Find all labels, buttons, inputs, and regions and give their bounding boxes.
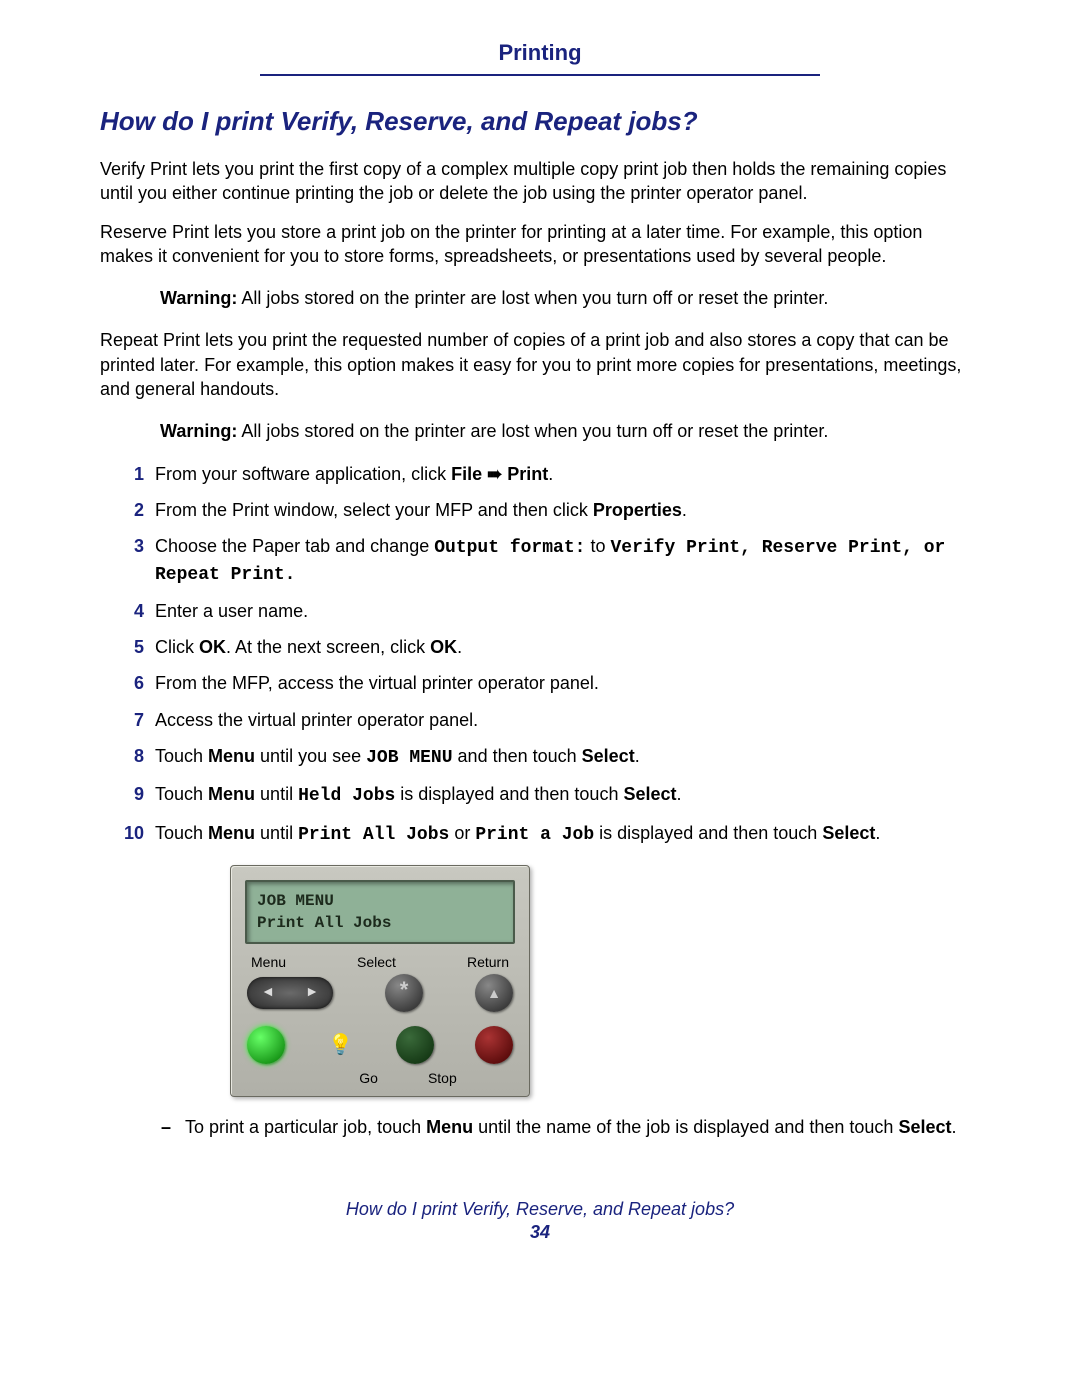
paragraph-repeat: Repeat Print lets you print the requeste… [100, 328, 980, 401]
page-footer: How do I print Verify, Reserve, and Repe… [100, 1199, 980, 1243]
text: until [255, 823, 298, 843]
panel-top-buttons [247, 974, 513, 1012]
step-5: Click OK. At the next screen, click OK. [100, 635, 980, 659]
text: Choose the Paper tab and change [155, 536, 434, 556]
bold: OK [199, 637, 226, 657]
warning-text: All jobs stored on the printer are lost … [241, 288, 828, 308]
lcd-line-2: Print All Jobs [257, 912, 503, 934]
text: From the Print window, select your MFP a… [155, 500, 593, 520]
step-3: Choose the Paper tab and change Output f… [100, 534, 980, 587]
mono: Output format: [434, 538, 585, 558]
label-menu: Menu [251, 954, 286, 970]
select-button [385, 974, 423, 1012]
text: until the name of the job is displayed a… [473, 1117, 898, 1137]
document-page: Printing How do I print Verify, Reserve,… [0, 0, 1080, 1273]
text: is displayed and then touch [594, 823, 822, 843]
bold: Select [582, 746, 635, 766]
menu-rocker-button [247, 977, 333, 1009]
label-select: Select [357, 954, 396, 970]
footer-page-number: 34 [100, 1222, 980, 1243]
text: . [951, 1117, 956, 1137]
section-title: How do I print Verify, Reserve, and Repe… [100, 106, 980, 137]
text: is displayed and then touch [395, 784, 623, 804]
step-7: Access the virtual printer operator pane… [100, 708, 980, 732]
text: and then touch [453, 746, 582, 766]
mono: Held Jobs [298, 786, 395, 806]
warning-2: Warning: All jobs stored on the printer … [160, 419, 980, 443]
mono: JOB MENU [366, 748, 452, 768]
text: To print a particular job, touch [185, 1117, 426, 1137]
text: Click [155, 637, 199, 657]
bold: Select [822, 823, 875, 843]
panel-bottom-buttons: 💡 [247, 1026, 513, 1064]
header-category: Printing [100, 40, 980, 74]
text: . [677, 784, 682, 804]
text: . [457, 637, 462, 657]
printer-panel-figure: JOB MENU Print All Jobs Menu Select Retu… [230, 865, 980, 1097]
bold: Menu [208, 823, 255, 843]
warning-text: All jobs stored on the printer are lost … [241, 421, 828, 441]
mono: Print a Job [475, 825, 594, 845]
lcd-line-1: JOB MENU [257, 890, 503, 912]
text: until you see [255, 746, 366, 766]
text: Touch [155, 784, 208, 804]
label-go: Go [359, 1070, 378, 1086]
lcd-screen: JOB MENU Print All Jobs [245, 880, 515, 944]
panel-top-labels: Menu Select Return [251, 954, 509, 970]
bold: Menu [208, 784, 255, 804]
bold: OK [430, 637, 457, 657]
step-4: Enter a user name. [100, 599, 980, 623]
text: From your software application, click [155, 464, 451, 484]
text: or [449, 823, 475, 843]
printer-panel: JOB MENU Print All Jobs Menu Select Retu… [230, 865, 530, 1097]
paragraph-verify: Verify Print lets you print the first co… [100, 157, 980, 206]
bold: Properties [593, 500, 682, 520]
paragraph-reserve: Reserve Print lets you store a print job… [100, 220, 980, 269]
bold: File [451, 464, 482, 484]
text: to [585, 536, 610, 556]
text: until [255, 784, 298, 804]
text: Touch [155, 823, 208, 843]
text: Touch [155, 746, 208, 766]
arrow-icon: ➠ [482, 464, 507, 484]
footer-title: How do I print Verify, Reserve, and Repe… [100, 1199, 980, 1220]
step-8: Touch Menu until you see JOB MENU and th… [100, 744, 980, 770]
warning-1: Warning: All jobs stored on the printer … [160, 286, 980, 310]
bold: Print [507, 464, 548, 484]
text: . [635, 746, 640, 766]
text: . [682, 500, 687, 520]
bold: Menu [426, 1117, 473, 1137]
bulb-icon: 💡 [326, 1032, 356, 1057]
bold: Menu [208, 746, 255, 766]
label-return: Return [467, 954, 509, 970]
text: . [875, 823, 880, 843]
label-stop: Stop [428, 1070, 457, 1086]
return-button [475, 974, 513, 1012]
mono: Print All Jobs [298, 825, 449, 845]
warning-label: Warning: [160, 421, 237, 441]
step-10: Touch Menu until Print All Jobs or Print… [100, 821, 980, 847]
stop-button [475, 1026, 513, 1064]
bold: Select [898, 1117, 951, 1137]
text: . [548, 464, 553, 484]
go-button [396, 1026, 434, 1064]
warning-label: Warning: [160, 288, 237, 308]
text: . At the next screen, click [226, 637, 430, 657]
panel-bottom-labels: Go Stop [301, 1070, 515, 1086]
step-2: From the Print window, select your MFP a… [100, 498, 980, 522]
step-9: Touch Menu until Held Jobs is displayed … [100, 782, 980, 808]
step-1: From your software application, click Fi… [100, 462, 980, 486]
bold: Select [623, 784, 676, 804]
indicator-light [247, 1026, 285, 1064]
sub-bullet: To print a particular job, touch Menu un… [155, 1115, 980, 1139]
header-rule [260, 74, 820, 76]
step-6: From the MFP, access the virtual printer… [100, 671, 980, 695]
steps-list: From your software application, click Fi… [100, 462, 980, 847]
